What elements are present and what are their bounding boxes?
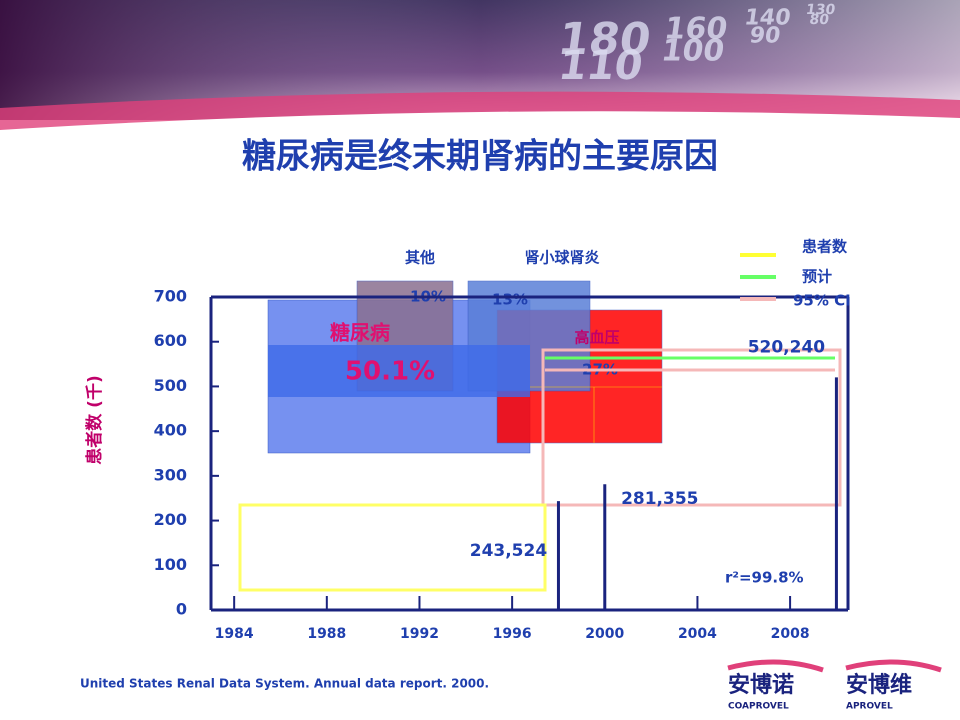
- x-tick-label: 2000: [585, 626, 624, 642]
- cause-band: [268, 345, 530, 397]
- logo-swoosh: [727, 659, 824, 673]
- logo-en: COAPROVEL: [728, 702, 789, 712]
- y-tick-label: 100: [154, 555, 187, 574]
- header-number: 160: [662, 12, 729, 47]
- header-number: 130: [805, 2, 837, 18]
- header-swoosh-white: [0, 111, 960, 150]
- x-tick-label: 1984: [215, 626, 254, 642]
- y-tick-label: 200: [154, 510, 187, 529]
- y-tick-label: 600: [154, 331, 187, 350]
- cause-label: 50.1%: [345, 357, 435, 387]
- y-tick-label: 0: [176, 600, 187, 619]
- legend-label: 95% CI: [793, 292, 851, 310]
- source: United States Renal Data System. Annual …: [80, 677, 489, 691]
- cause-name: 肾小球肾炎: [524, 249, 599, 267]
- x-tick-label: 1988: [307, 626, 346, 642]
- annotation: r²=99.8%: [725, 569, 804, 587]
- logo-cn: 安博诺: [728, 672, 794, 698]
- data-label: 243,524: [470, 541, 548, 561]
- cause-label: 13%: [492, 291, 528, 309]
- header-number: 140: [743, 5, 793, 31]
- legend-label: 预计: [802, 268, 832, 286]
- header-number: 180: [555, 14, 654, 65]
- ci-band: [541, 348, 842, 507]
- y-axis-label: 患者数 (千): [84, 375, 105, 464]
- header-number: 80: [808, 12, 830, 28]
- x-tick-label: 2004: [678, 626, 717, 642]
- header-number: 90: [748, 23, 782, 49]
- y-tick-label: 700: [154, 287, 187, 306]
- cause-name: 糖尿病: [330, 321, 390, 345]
- x-tick-label: 1992: [400, 626, 439, 642]
- slide-title: 糖尿病是终末期肾病的主要原因: [242, 137, 718, 177]
- data-label: 281,355: [621, 489, 698, 509]
- header-number: 100: [659, 34, 726, 69]
- data-label: 520,240: [748, 337, 826, 357]
- observed-box: [238, 503, 547, 592]
- logo-en: APROVEL: [846, 702, 893, 712]
- x-tick-label: 1996: [493, 626, 532, 642]
- y-tick-label: 500: [154, 376, 187, 395]
- cause-name: 高血压: [574, 329, 619, 347]
- logo-swoosh: [845, 659, 942, 673]
- y-tick-label: 400: [154, 421, 187, 440]
- header-number: 110: [556, 43, 646, 89]
- y-tick-label: 300: [154, 465, 187, 484]
- logo-cn: 安博维: [846, 672, 912, 698]
- cause-name: 其他: [405, 249, 435, 267]
- x-tick-label: 2008: [771, 626, 810, 642]
- legend-label: 患者数: [802, 238, 848, 256]
